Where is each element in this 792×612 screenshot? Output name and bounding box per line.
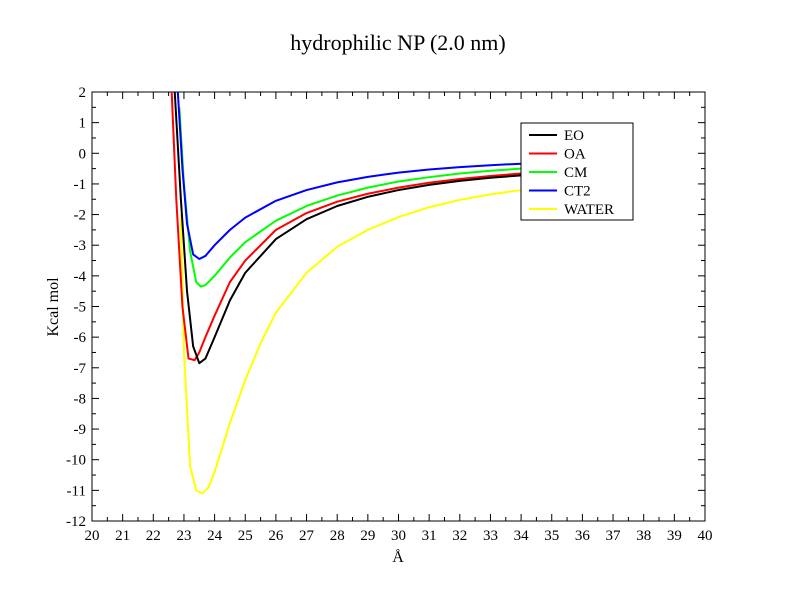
legend-label-ct2: CT2	[564, 184, 591, 200]
y-tick-label: -5	[74, 300, 87, 316]
x-tick-label: 25	[238, 528, 253, 544]
y-tick-label: -3	[74, 238, 87, 254]
x-tick-label: 38	[636, 528, 651, 544]
x-tick-label: 22	[146, 528, 161, 544]
series-layer	[170, 92, 552, 495]
y-tick-label: -4	[74, 269, 87, 285]
y-tick-label: 1	[79, 116, 87, 132]
y-tick-label: -8	[74, 391, 87, 407]
x-tick-label: 28	[330, 528, 345, 544]
x-tick-label: 31	[422, 528, 437, 544]
series-line-eo	[173, 92, 552, 365]
legend: EO OA CM CT2 WATER	[520, 122, 634, 221]
legend-label-oa: OA	[564, 147, 586, 163]
legend-label-water: WATER	[564, 202, 614, 218]
x-tick-label: 23	[176, 528, 191, 544]
y-tick-label: -6	[74, 330, 87, 346]
y-tick-label: -11	[67, 483, 86, 499]
x-tick-label: 32	[452, 528, 467, 544]
x-tick-label: 24	[207, 528, 223, 544]
series-line-water	[179, 185, 552, 495]
series-line-cm	[178, 107, 552, 288]
chart-title: hydrophilic NP (2.0 nm)	[290, 30, 506, 55]
x-tick-label: 33	[483, 528, 498, 544]
x-tick-label: 29	[360, 528, 375, 544]
y-tick-label: 2	[79, 85, 87, 101]
y-tick-label: -2	[74, 208, 87, 224]
y-tick-label: -9	[74, 422, 87, 438]
x-tick-label: 40	[698, 528, 713, 544]
x-tick-label: 21	[115, 528, 130, 544]
legend-label-eo: EO	[564, 128, 584, 144]
x-axis-label: Å	[392, 548, 404, 566]
x-tick-label: 20	[85, 528, 100, 544]
x-tick-label: 39	[667, 528, 682, 544]
x-tick-label: 35	[544, 528, 559, 544]
x-tick-label: 30	[391, 528, 406, 544]
axes-ticks: 20 21 22 23 24 25 26 27 28 29 30 31 32 33 34 35 36 37 38 39…	[66, 85, 713, 544]
y-axis-label: Kcal mol	[45, 277, 62, 337]
x-tick-label: 37	[606, 528, 622, 544]
y-tick-label: -7	[74, 361, 87, 377]
x-tick-label: 27	[299, 528, 315, 544]
x-tick-label: 34	[514, 528, 530, 544]
series-line-ct2	[176, 92, 552, 260]
legend-label-cm: CM	[564, 165, 587, 181]
y-tick-label: -10	[66, 453, 86, 469]
x-tick-label: 26	[268, 528, 284, 544]
x-tick-label: 36	[575, 528, 591, 544]
series-line-oa	[170, 92, 552, 362]
y-tick-label: -1	[74, 177, 87, 193]
y-tick-label: -12	[66, 514, 86, 530]
y-tick-label: 0	[79, 146, 87, 162]
